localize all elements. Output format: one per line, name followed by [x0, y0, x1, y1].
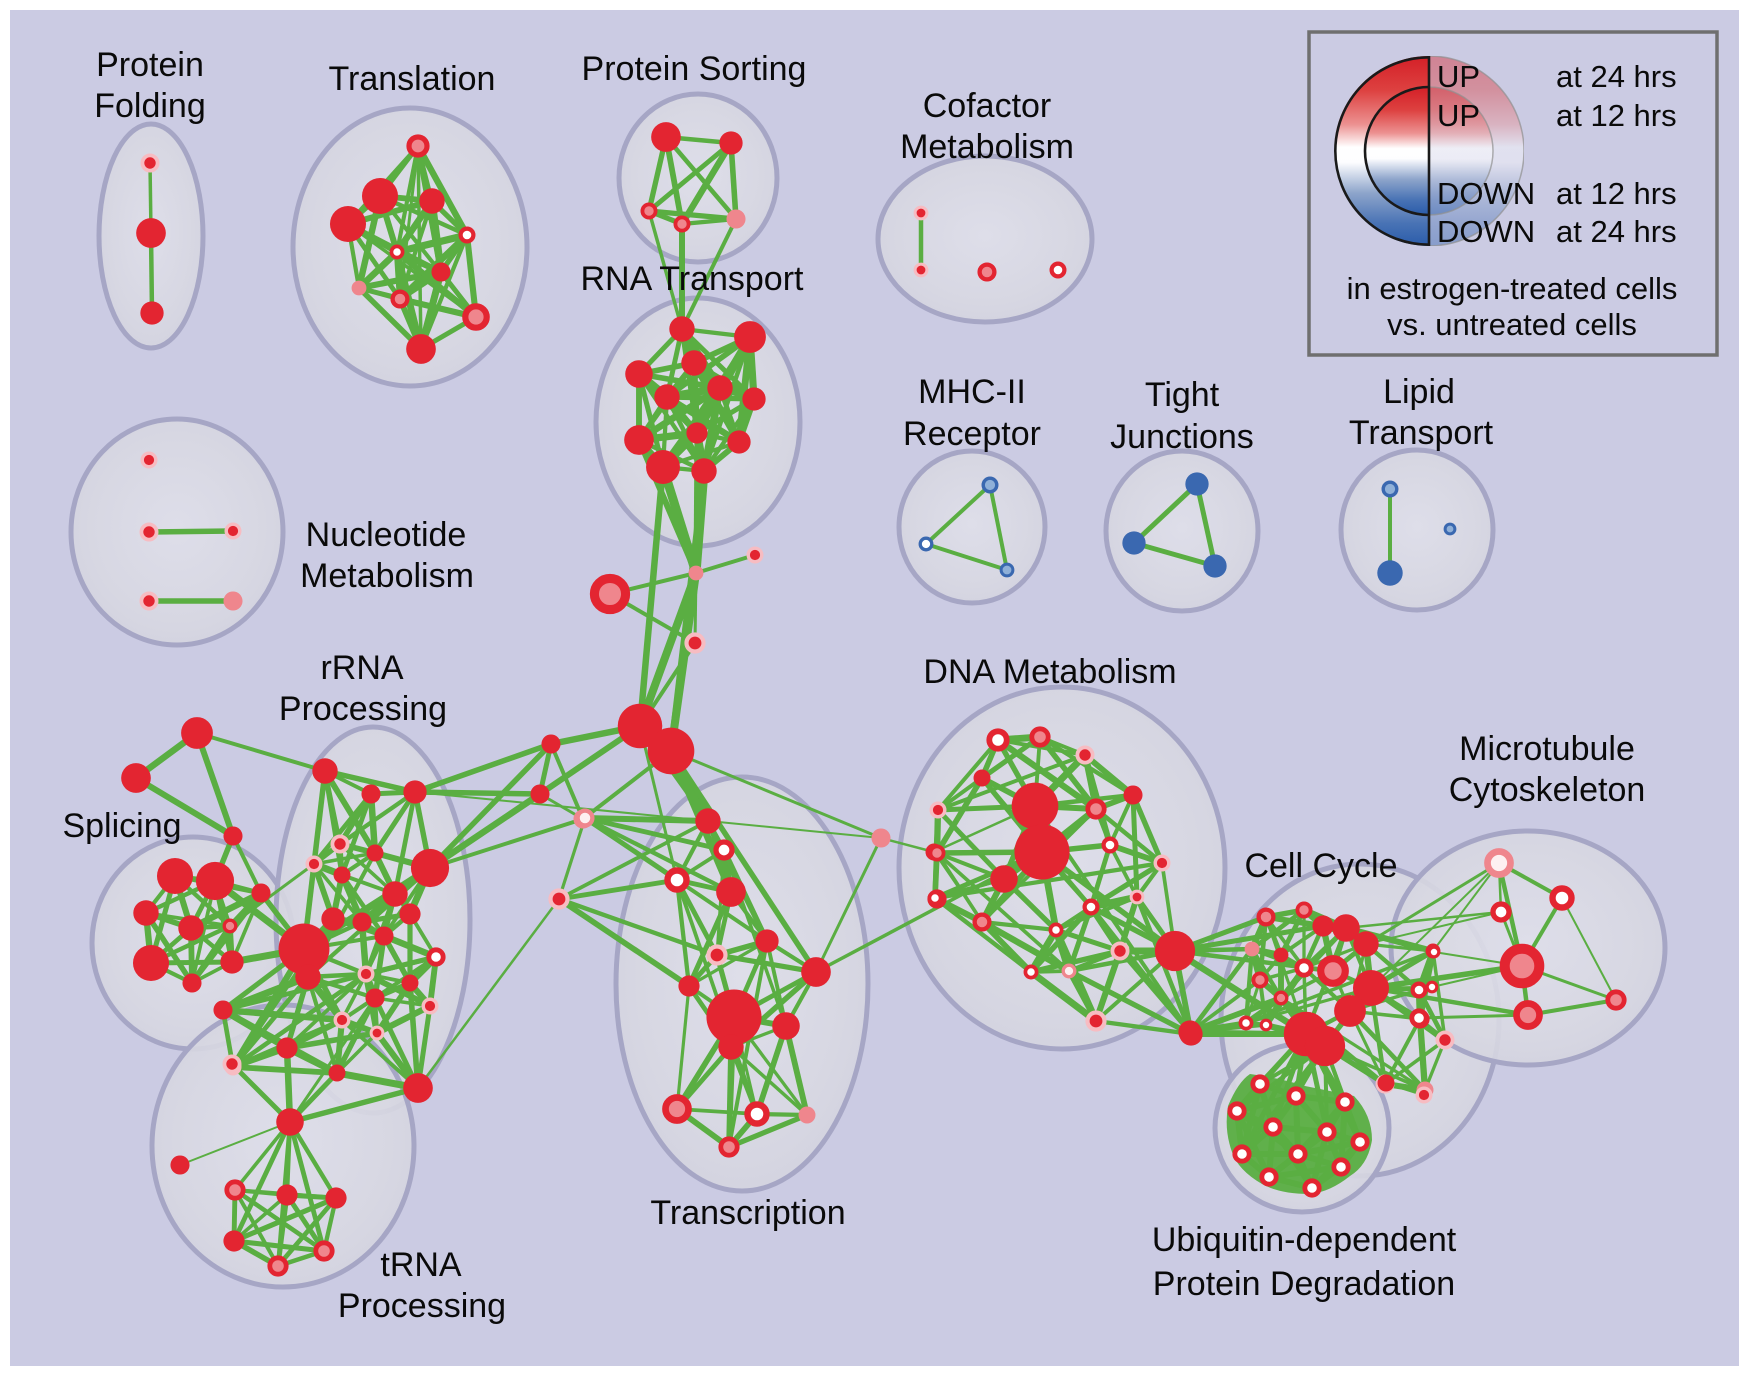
svg-text:Splicing: Splicing	[62, 807, 181, 845]
svg-text:Microtubule: Microtubule	[1459, 730, 1635, 768]
svg-text:Tight: Tight	[1145, 376, 1220, 414]
svg-text:Protein: Protein	[96, 46, 204, 84]
svg-text:Junctions: Junctions	[1110, 418, 1254, 456]
svg-text:Protein Sorting: Protein Sorting	[582, 50, 807, 88]
svg-text:Folding: Folding	[94, 87, 206, 125]
svg-text:at 24 hrs: at 24 hrs	[1556, 59, 1677, 94]
svg-text:Lipid: Lipid	[1383, 373, 1455, 411]
svg-text:Nucleotide: Nucleotide	[306, 516, 467, 554]
svg-text:UP: UP	[1437, 59, 1480, 94]
svg-text:DNA Metabolism: DNA Metabolism	[923, 653, 1176, 691]
svg-text:DOWN: DOWN	[1437, 176, 1535, 211]
svg-text:Cytoskeleton: Cytoskeleton	[1449, 771, 1646, 809]
svg-text:at 12 hrs: at 12 hrs	[1556, 98, 1677, 133]
svg-text:in estrogen-treated cells: in estrogen-treated cells	[1347, 271, 1678, 306]
svg-text:UP: UP	[1437, 98, 1480, 133]
svg-text:at 24 hrs: at 24 hrs	[1556, 214, 1677, 249]
svg-text:Transcription: Transcription	[650, 1194, 845, 1232]
svg-text:Translation: Translation	[329, 60, 496, 98]
svg-text:tRNA: tRNA	[380, 1246, 462, 1284]
svg-text:Cell Cycle: Cell Cycle	[1244, 847, 1397, 885]
svg-text:Protein Degradation: Protein Degradation	[1153, 1265, 1455, 1303]
svg-text:DOWN: DOWN	[1437, 214, 1535, 249]
svg-text:Processing: Processing	[338, 1287, 506, 1325]
svg-text:Cofactor: Cofactor	[923, 87, 1052, 125]
svg-text:at 12 hrs: at 12 hrs	[1556, 176, 1677, 211]
svg-text:Receptor: Receptor	[903, 415, 1041, 453]
svg-text:Processing: Processing	[279, 690, 447, 728]
svg-text:vs. untreated cells: vs. untreated cells	[1387, 307, 1637, 342]
svg-text:RNA Transport: RNA Transport	[581, 260, 805, 298]
svg-text:Ubiquitin-dependent: Ubiquitin-dependent	[1152, 1221, 1457, 1259]
svg-text:MHC-II: MHC-II	[918, 373, 1026, 411]
svg-text:Metabolism: Metabolism	[900, 128, 1074, 166]
svg-text:Transport: Transport	[1349, 414, 1494, 452]
svg-text:Metabolism: Metabolism	[300, 557, 474, 595]
svg-text:rRNA: rRNA	[320, 649, 403, 687]
